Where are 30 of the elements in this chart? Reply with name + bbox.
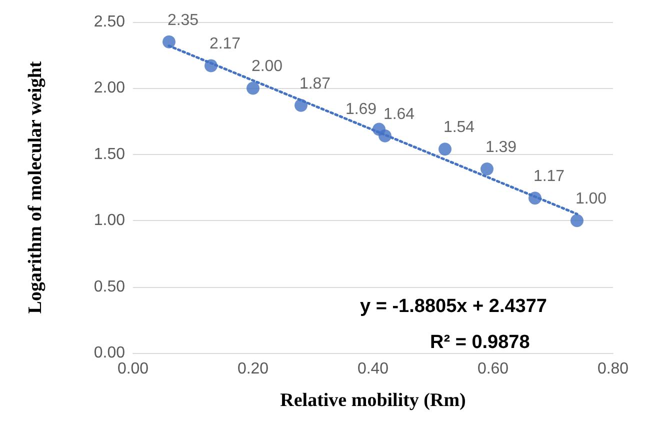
y-axis-title: Logarithm of molecular weight — [25, 60, 46, 314]
data-label: 2.17 — [209, 36, 241, 53]
data-label: 1.54 — [443, 119, 475, 136]
point — [162, 35, 176, 48]
x-tick-label: 0.20 — [237, 360, 269, 378]
x-tick-label: 0.40 — [357, 360, 389, 378]
y-tick-label: 0.00 — [94, 344, 126, 362]
x-tick-label: 0.00 — [117, 360, 149, 378]
data-label: 2.00 — [251, 58, 283, 76]
y-tick-label: 0.50 — [94, 278, 126, 296]
point — [246, 82, 260, 95]
y-tick-label: 1.00 — [94, 212, 126, 230]
point — [480, 162, 494, 176]
x-tick-label: 0.80 — [597, 360, 629, 378]
point — [438, 142, 452, 156]
data-label: 1.69 — [345, 101, 377, 118]
x-axis-title: Relative mobility (Rm) — [280, 390, 466, 411]
data-label: 1.00 — [575, 190, 607, 208]
y-tick-label: 2.50 — [94, 14, 126, 30]
data-label: 1.17 — [533, 168, 565, 186]
x-tick-label: 0.60 — [477, 360, 509, 378]
annotation: y = -1.8805x + 2.4377 — [360, 296, 547, 317]
data-label: 1.87 — [299, 75, 331, 92]
y-tick-label: 1.50 — [94, 146, 126, 163]
y-tick-label: 2.00 — [94, 80, 126, 97]
data-label: 1.64 — [383, 106, 415, 123]
point — [570, 214, 584, 228]
data-label: 1.39 — [485, 138, 517, 156]
annotation: R² = 0.9878 — [430, 332, 530, 353]
data-label: 2.35 — [167, 12, 199, 29]
